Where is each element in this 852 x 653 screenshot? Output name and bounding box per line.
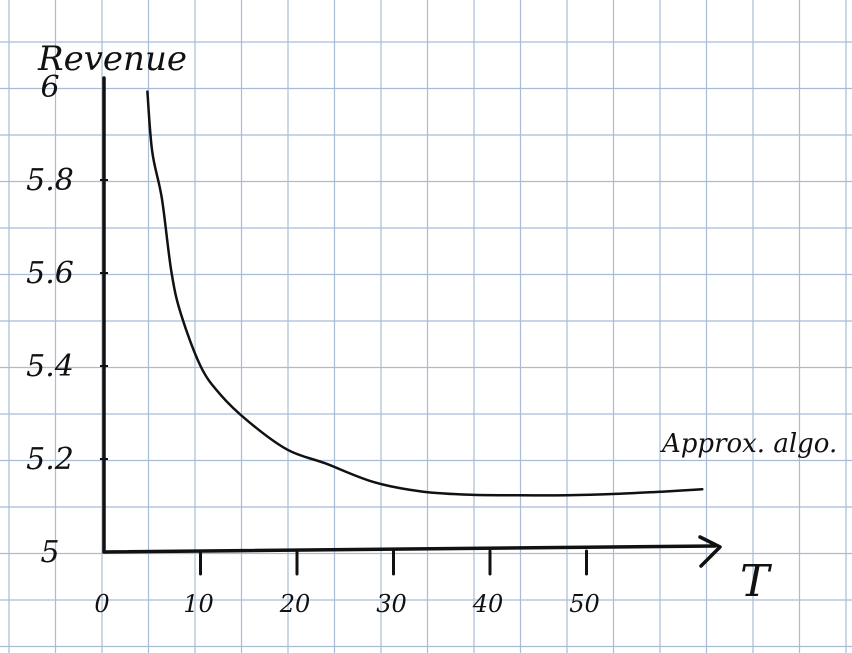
x-tick-label: 20 xyxy=(279,590,311,618)
x-axis-line xyxy=(102,544,717,554)
x-tick-label: 10 xyxy=(183,590,214,618)
y-tick-label: 5.8 xyxy=(26,163,74,198)
y-tick-label: 6 xyxy=(40,70,59,105)
y-ticks: 5 5.2 5.4 5.6 5.8 6 xyxy=(26,70,108,570)
series xyxy=(146,90,704,497)
x-tick-label: 40 xyxy=(472,590,504,618)
series-label: Approx. algo. xyxy=(660,429,837,459)
x-tick-label: 50 xyxy=(569,590,600,618)
y-tick-label: 5.4 xyxy=(26,349,74,384)
y-tick-label: 5.2 xyxy=(26,442,74,477)
x-axis-arrowhead xyxy=(698,535,722,568)
x-tick-label: 30 xyxy=(376,590,407,618)
x-tick-label: 0 xyxy=(94,590,109,618)
y-axis-label: Revenue xyxy=(37,39,187,79)
y-tick-label: 5 xyxy=(40,535,59,570)
axes xyxy=(102,76,722,568)
y-tick-label: 5.6 xyxy=(26,256,74,291)
series-line xyxy=(146,90,704,497)
x-axis-label: T xyxy=(740,556,773,607)
x-ticks: 0 10 20 30 40 50 xyxy=(94,549,600,618)
